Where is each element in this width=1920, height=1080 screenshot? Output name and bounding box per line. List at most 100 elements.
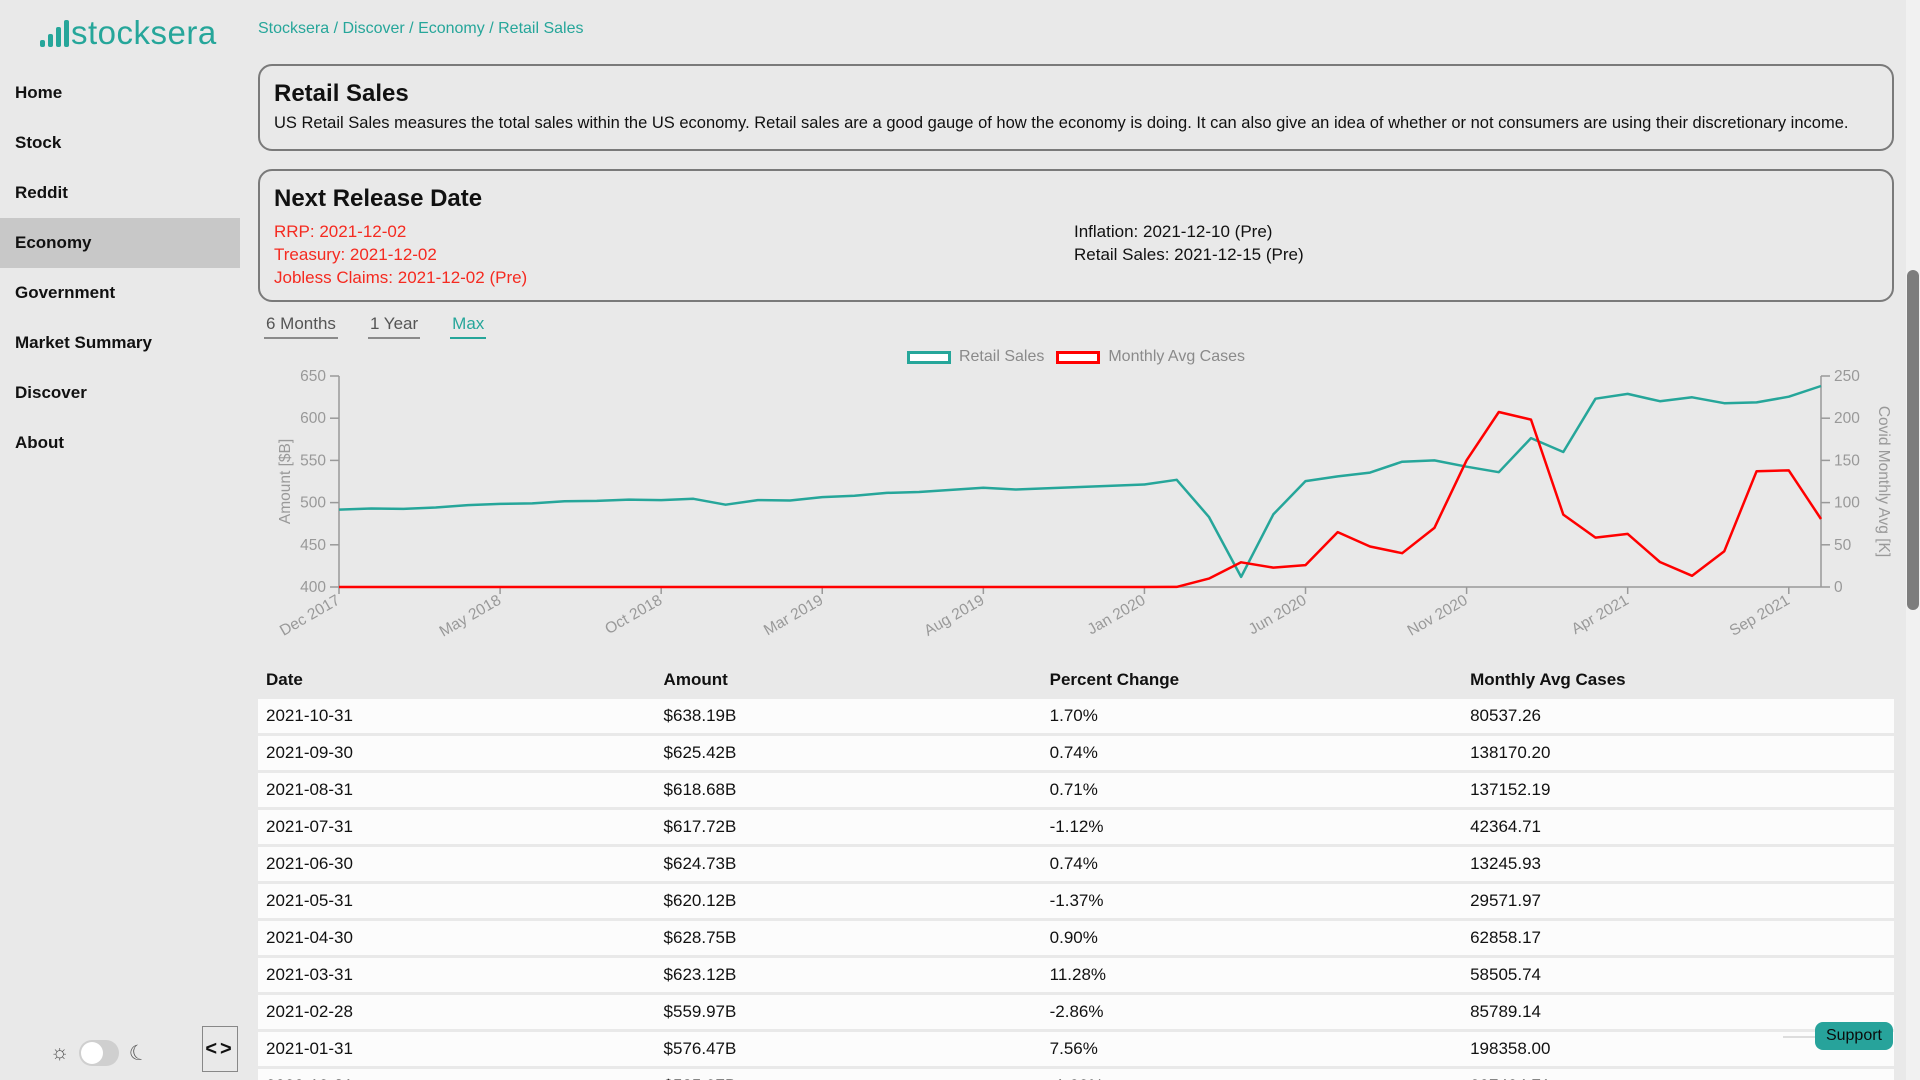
svg-text:0: 0: [1834, 579, 1843, 596]
sidebar-item-government[interactable]: Government: [0, 268, 240, 318]
sidebar-item-home[interactable]: Home: [0, 68, 240, 118]
retail-sales-table: Date Amount Percent Change Monthly Avg Case…: [258, 661, 1894, 1080]
support-divider: [1783, 1036, 1823, 1038]
table-row: 2021-04-30 $628.75B 0.90% 62858.17: [258, 919, 1894, 958]
table-cell: 58505.74: [1462, 956, 1894, 995]
scrollbar-thumb[interactable]: [1907, 270, 1919, 610]
sidebar-item-market-summary[interactable]: Market Summary: [0, 318, 240, 368]
svg-text:200: 200: [1834, 410, 1860, 427]
table-cell: -1.12%: [1041, 808, 1463, 847]
next-release-title: Next Release Date: [274, 185, 483, 212]
breadcrumb: Stocksera / Discover / Economy / Retail …: [258, 0, 1920, 64]
svg-text:400: 400: [300, 579, 326, 596]
page-description: US Retail Sales measures the total sales…: [274, 114, 1849, 132]
next-release-card: Next Release Date RRP: 2021-12-02 Treasur…: [258, 169, 1894, 302]
table-cell: 80537.26: [1462, 699, 1894, 736]
table-row: 2021-10-31 $638.19B 1.70% 80537.26: [258, 699, 1894, 736]
chart-container: Retail Sales Monthly Avg Cases 650 600 550 5…: [258, 347, 1894, 647]
table-cell: 2021-07-31: [258, 808, 656, 847]
svg-text:50: 50: [1834, 537, 1852, 554]
sidebar-item-reddit[interactable]: Reddit: [0, 168, 240, 218]
table-row: 2021-07-31 $617.72B -1.12% 42364.71: [258, 808, 1894, 847]
series-line-monthly-avg-cases: [339, 410, 1823, 589]
table-cell: $535.97B: [655, 1067, 1042, 1080]
release-date-line: Inflation: 2021-12-10 (Pre): [1074, 222, 1273, 241]
table-cell: $623.12B: [655, 956, 1042, 995]
table-cell: 0.90%: [1041, 919, 1463, 958]
table-cell: $620.12B: [655, 882, 1042, 921]
table-cell: $559.97B: [655, 993, 1042, 1032]
table-cell: 1.70%: [1041, 699, 1463, 736]
table-cell: 0.74%: [1041, 845, 1463, 884]
table-cell: 7.56%: [1041, 1030, 1463, 1069]
table-cell: 137152.19: [1462, 771, 1894, 810]
sidebar-collapse-button[interactable]: <>: [202, 1026, 238, 1072]
table-cell: -1.22%: [1041, 1067, 1463, 1080]
sidebar-nav: Home Stock Reddit Economy Government Market S…: [0, 68, 240, 468]
breadcrumb-separator: /: [484, 20, 499, 37]
tab-max[interactable]: Max: [450, 314, 487, 339]
breadcrumb-separator: /: [329, 20, 343, 37]
table-cell: 2021-09-30: [258, 734, 656, 773]
column-header-date: Date: [266, 670, 303, 689]
svg-text:450: 450: [300, 537, 326, 554]
column-header-amount: Amount: [663, 670, 728, 689]
breadcrumb-item-retail-sales[interactable]: Retail Sales: [498, 20, 584, 37]
sun-icon: ☼: [50, 1041, 70, 1064]
table-cell: 207404.71: [1462, 1067, 1894, 1080]
table-cell: 2021-10-31: [258, 699, 656, 736]
tab-1-year[interactable]: 1 Year: [367, 314, 421, 339]
svg-text:Jun 2020: Jun 2020: [1246, 592, 1310, 639]
table-cell: 0.74%: [1041, 734, 1463, 773]
release-dates-later: Inflation: 2021-12-10 (Pre) Retail Sales:…: [1074, 219, 1874, 290]
legend-item-retail-sales[interactable]: Retail Sales: [906, 348, 1045, 366]
table-row: 2021-05-31 $620.12B -1.37% 29571.97: [258, 882, 1894, 921]
table-cell: 29571.97: [1462, 882, 1894, 921]
release-date-line: Retail Sales: 2021-12-15 (Pre): [1074, 245, 1304, 264]
table-cell: 2021-03-31: [258, 956, 656, 995]
sidebar-item-economy[interactable]: Economy: [0, 218, 240, 268]
toggle-knob: [81, 1042, 104, 1064]
svg-text:May 2018: May 2018: [437, 592, 504, 641]
svg-text:250: 250: [1834, 369, 1860, 385]
sidebar-item-about[interactable]: About: [0, 418, 240, 468]
legend-label: Retail Sales: [958, 348, 1045, 365]
legend-item-monthly-avg-cases[interactable]: Monthly Avg Cases: [1056, 348, 1245, 366]
table-cell: 0.71%: [1041, 771, 1463, 810]
theme-toggle[interactable]: [79, 1040, 120, 1066]
signal-bars-icon: [40, 20, 69, 52]
table-cell: 2021-06-30: [258, 845, 656, 884]
page-title: Retail Sales: [274, 80, 409, 107]
table-row: 2021-08-31 $618.68B 0.71% 137152.19: [258, 771, 1894, 810]
breadcrumb-item-stocksera[interactable]: Stocksera: [258, 20, 330, 37]
moon-icon: ☾: [126, 1039, 151, 1067]
svg-text:Aug 2019: Aug 2019: [921, 592, 987, 640]
sidebar: stocksera Home Stock Reddit Economy Governme…: [0, 0, 240, 1080]
breadcrumb-separator: /: [404, 20, 419, 37]
release-date-line: Treasury: 2021-12-02: [274, 245, 437, 264]
table-cell: 2021-02-28: [258, 993, 656, 1032]
tab-6-months[interactable]: 6 Months: [264, 314, 338, 339]
table-cell: 2021-05-31: [258, 882, 656, 921]
vertical-scrollbar[interactable]: [1906, 0, 1920, 1080]
sidebar-item-stock[interactable]: Stock: [0, 118, 240, 168]
sidebar-item-label: Reddit: [15, 183, 68, 202]
sidebar-item-discover[interactable]: Discover: [0, 368, 240, 418]
release-dates-upcoming: RRP: 2021-12-02 Treasury: 2021-12-02 Joble…: [274, 219, 1074, 290]
svg-text:650: 650: [300, 369, 326, 385]
breadcrumb-item-economy[interactable]: Economy: [418, 20, 485, 37]
table-cell: $628.75B: [655, 919, 1042, 958]
sidebar-item-label: Home: [15, 83, 63, 102]
support-button[interactable]: Support: [1814, 1022, 1893, 1050]
sidebar-item-label: Stock: [15, 133, 62, 152]
svg-text:600: 600: [300, 410, 326, 427]
table-header: Date Amount Percent Change Monthly Avg Case…: [258, 661, 1894, 699]
table-cell: 2020-12-31: [258, 1067, 656, 1080]
series-line-retail-sales: [338, 384, 1822, 579]
column-header-percent-change: Percent Change: [1049, 670, 1180, 689]
app-logo[interactable]: stocksera: [0, 0, 240, 52]
svg-text:Apr 2021: Apr 2021: [1569, 592, 1632, 638]
column-header-monthly-avg-cases: Monthly Avg Cases: [1470, 670, 1626, 689]
breadcrumb-item-discover[interactable]: Discover: [342, 20, 405, 37]
chart-svg[interactable]: 650600550500450400250200150100500Amount …: [258, 369, 1894, 647]
